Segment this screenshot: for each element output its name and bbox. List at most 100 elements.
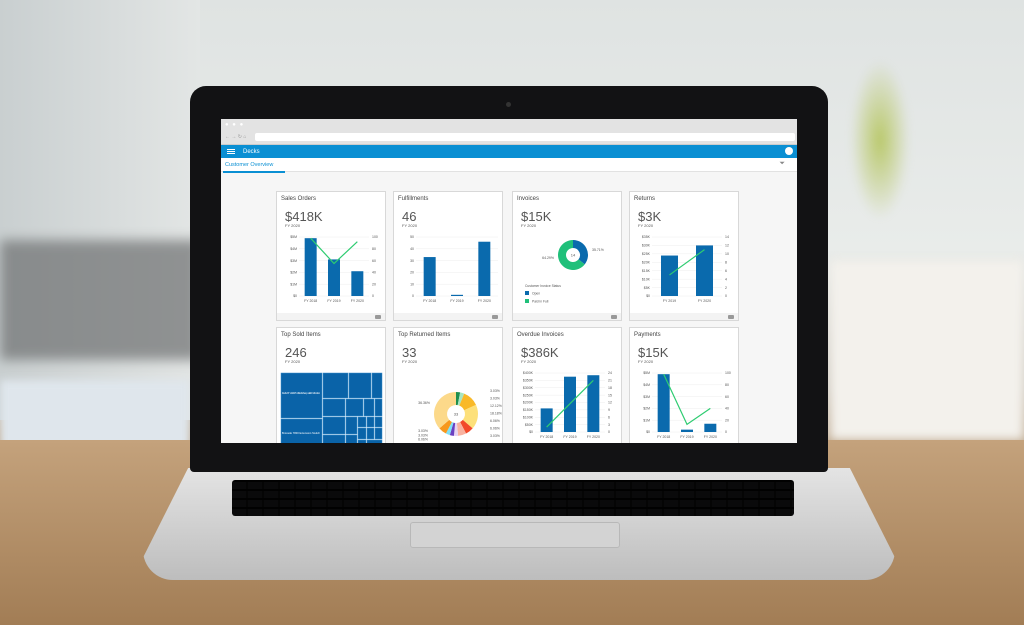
filter-icon[interactable]: ⏷ [779, 160, 785, 167]
donut-slice [573, 240, 588, 265]
chart-label: 0 [725, 294, 727, 298]
trend-line [546, 379, 594, 428]
treemap-cell [322, 398, 346, 417]
donut-slice [445, 421, 454, 436]
treemap-cell [366, 439, 383, 443]
chart-label: FY 2020 [698, 299, 711, 303]
card-footer [630, 313, 738, 320]
chart-label: 3.03% [418, 429, 428, 433]
card-returns[interactable]: Returns $3K FY 2020 $0 $5K $10K $15K $20K $25… [629, 191, 739, 321]
card-top-returned-items[interactable]: Top Returned Items 33 FY 2020 3.03% 3.03%… [393, 327, 503, 443]
chart-label: 18.18% [490, 412, 502, 416]
card-value: $418K [285, 209, 323, 224]
chart-label: 10 [725, 252, 729, 256]
chart-label: 12.12% [490, 404, 502, 408]
chart-label: 60 [725, 395, 729, 399]
comment-icon[interactable] [611, 315, 617, 319]
chart-label: 0 [608, 430, 610, 434]
comment-icon[interactable] [728, 315, 734, 319]
background-plant [850, 60, 910, 220]
chart-label: $5M [290, 235, 297, 239]
chart-label: 100 [725, 371, 731, 375]
treemap-cell [366, 427, 375, 440]
browser-chrome: ● ● ● ← → ↻ ⌂ [221, 119, 797, 145]
chart-label: 14 [571, 253, 576, 258]
card-period: FY 2020 [638, 359, 654, 364]
chart-label: FY 2018 [304, 299, 317, 303]
treemap-cell [366, 416, 375, 428]
chart-label: 6.06% [490, 419, 500, 423]
chart: Dell 24" U2415 UltraSharp LED Monitor Bro… [280, 372, 383, 443]
chart-label: 21 [608, 379, 612, 383]
donut-slice [456, 392, 461, 406]
donut-slice [459, 393, 477, 411]
app-header: Decks [221, 145, 797, 158]
browser-nav-icons[interactable]: ← → ↻ ⌂ [225, 134, 247, 140]
card-title: Overdue Invoices [517, 332, 564, 338]
chart-label: FY 2020 [478, 299, 491, 303]
chart-label: $5M [643, 371, 650, 375]
legend-swatch [525, 299, 529, 303]
card-title: Payments [634, 332, 661, 338]
hamburger-icon[interactable] [227, 149, 235, 154]
chart-label: 0 [725, 430, 727, 434]
chart-label: 2 [725, 286, 727, 290]
chart-label: $0 [293, 294, 297, 298]
chart-label: FY 2018 [540, 435, 553, 439]
card-value: $15K [638, 345, 669, 360]
keyboard [232, 480, 794, 516]
chart: $0 $1M $2M $3M $4M $5M 0 20 40 60 80 100 FY 2018 FY 2… [290, 235, 378, 303]
donut-slice [558, 240, 585, 270]
chart-label: 30 [410, 259, 414, 263]
user-avatar-icon[interactable] [785, 147, 793, 155]
chart-label: $1M [643, 418, 650, 422]
comment-icon[interactable] [492, 315, 498, 319]
chart-label: 40 [410, 247, 414, 251]
card-value: 33 [402, 345, 417, 360]
app-title: Decks [243, 148, 260, 155]
chart-label: 20 [725, 418, 729, 422]
chart-label: FY 2020 [587, 435, 600, 439]
card-payments[interactable]: Payments $15K FY 2020 $0 $1M $2M $3M $4M $5M 0… [629, 327, 739, 443]
tab-customer-overview[interactable]: Customer Overview [223, 160, 285, 173]
chart: $0 $5K $10K $15K $20K $25K $30K $35K 0 2 4 6 8 10 12 14… [642, 235, 729, 303]
bar [587, 375, 600, 432]
chart-label: FY 2020 [704, 435, 717, 439]
card-sales-orders[interactable]: Sales Orders $418K FY 2020 $0 $1M $2M $3M $4… [276, 191, 386, 321]
chart-label: 64.29% [542, 256, 554, 260]
chart-label: FY 2019 [680, 435, 693, 439]
screen: ● ● ● ← → ↻ ⌂ Decks Customer Overview ⏷ … [221, 119, 797, 443]
card-title: Top Sold Items [281, 332, 321, 338]
donut-slice [434, 392, 456, 429]
treemap-cell [280, 372, 323, 419]
treemap-cell [280, 418, 323, 443]
comment-icon[interactable] [375, 315, 381, 319]
address-bar[interactable] [255, 133, 795, 141]
donut-slice [462, 404, 478, 429]
treemap-cell [345, 434, 358, 443]
chart-label: 24 [608, 371, 612, 375]
chart-label: $0 [646, 430, 650, 434]
chart-label: FY 2020 [351, 299, 364, 303]
card-fulfillments[interactable]: Fulfillments 46 FY 2020 0 10 20 30 40 50 FY 20… [393, 191, 503, 321]
chart-label: 0 [412, 294, 414, 298]
chart-label: 0 [372, 294, 374, 298]
chart-label: $4M [643, 383, 650, 387]
chart-label: Open [532, 292, 540, 296]
chart-label: FY 2019 [663, 299, 676, 303]
treemap-cell [357, 427, 367, 440]
chart-label: Brocade 7800 Extension Switch [282, 431, 321, 435]
treemap-cell [371, 372, 383, 399]
card-invoices[interactable]: Invoices $15K FY 2020 35.71% 64.29% 14 Cust… [512, 191, 622, 321]
window-controls[interactable]: ● ● ● [225, 122, 245, 128]
card-title: Returns [634, 196, 656, 202]
card-overdue-invoices[interactable]: Overdue Invoices $386K FY 2020 $0 $50K $10… [512, 327, 622, 443]
legend-swatch [525, 291, 529, 295]
chart-label: 6 [725, 269, 727, 273]
treemap-cell [345, 398, 364, 417]
donut-slice [456, 421, 467, 436]
card-value: $386K [521, 345, 559, 360]
chart: 3.03%3.03%12.12%18.18%6.06%6.06%3.03%3.0… [418, 389, 502, 442]
chart-label: 6 [608, 415, 610, 419]
card-top-sold-items[interactable]: Top Sold Items 246 FY 2020 Dell 24" U241… [276, 327, 386, 443]
